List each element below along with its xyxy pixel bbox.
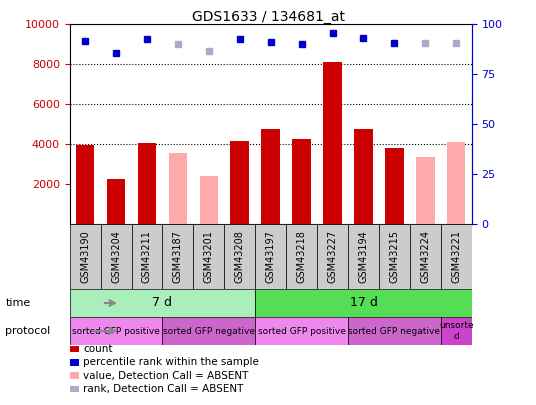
- Bar: [441, 224, 472, 289]
- Bar: [107, 179, 125, 224]
- Text: time: time: [5, 298, 31, 308]
- Bar: [348, 317, 441, 345]
- Bar: [354, 129, 373, 224]
- Bar: [193, 224, 224, 289]
- Text: GSM43194: GSM43194: [359, 230, 368, 283]
- Text: GSM43190: GSM43190: [80, 230, 90, 283]
- Text: count: count: [83, 344, 113, 354]
- Bar: [292, 139, 311, 224]
- Bar: [224, 224, 255, 289]
- Bar: [138, 143, 157, 224]
- Text: protocol: protocol: [5, 326, 50, 336]
- Text: GSM43197: GSM43197: [266, 230, 276, 283]
- Text: sorted GFP negative: sorted GFP negative: [348, 326, 441, 335]
- Bar: [162, 317, 255, 345]
- Bar: [76, 145, 94, 224]
- Text: GSM43221: GSM43221: [451, 230, 461, 283]
- Bar: [385, 148, 404, 224]
- Bar: [262, 129, 280, 224]
- Bar: [162, 224, 193, 289]
- Text: 7 d: 7 d: [152, 296, 173, 309]
- Text: rank, Detection Call = ABSENT: rank, Detection Call = ABSENT: [83, 384, 243, 394]
- Text: unsorte
d: unsorte d: [439, 321, 473, 341]
- Text: GDS1633 / 134681_at: GDS1633 / 134681_at: [191, 10, 345, 24]
- Text: GSM43211: GSM43211: [142, 230, 152, 283]
- Bar: [131, 224, 162, 289]
- Text: GSM43201: GSM43201: [204, 230, 214, 283]
- Text: 17 d: 17 d: [349, 296, 377, 309]
- Bar: [416, 157, 435, 224]
- Bar: [317, 224, 348, 289]
- Text: GSM43187: GSM43187: [173, 230, 183, 283]
- Bar: [169, 153, 187, 224]
- Text: value, Detection Call = ABSENT: value, Detection Call = ABSENT: [83, 371, 249, 381]
- Text: GSM43227: GSM43227: [327, 230, 338, 283]
- Text: GSM43204: GSM43204: [111, 230, 121, 283]
- Bar: [286, 224, 317, 289]
- Text: sorted GFP negative: sorted GFP negative: [163, 326, 255, 335]
- Bar: [255, 224, 286, 289]
- Text: GSM43215: GSM43215: [389, 230, 399, 283]
- Text: sorted GFP positive: sorted GFP positive: [258, 326, 346, 335]
- Text: GSM43224: GSM43224: [420, 230, 430, 283]
- Text: GSM43208: GSM43208: [235, 230, 245, 283]
- Bar: [348, 224, 379, 289]
- Text: sorted GFP positive: sorted GFP positive: [72, 326, 160, 335]
- Bar: [101, 224, 131, 289]
- Bar: [230, 141, 249, 224]
- Text: GSM43218: GSM43218: [296, 230, 307, 283]
- Bar: [410, 224, 441, 289]
- Bar: [441, 317, 472, 345]
- Bar: [255, 289, 472, 317]
- Bar: [70, 317, 162, 345]
- Text: percentile rank within the sample: percentile rank within the sample: [83, 357, 259, 367]
- Bar: [199, 176, 218, 224]
- Bar: [70, 224, 101, 289]
- Bar: [447, 142, 465, 224]
- Bar: [255, 317, 348, 345]
- Bar: [379, 224, 410, 289]
- Bar: [70, 289, 255, 317]
- Bar: [323, 62, 342, 224]
